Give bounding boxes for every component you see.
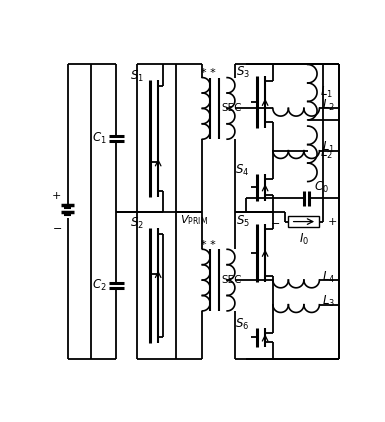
Text: $L_2$: $L_2$ bbox=[323, 98, 335, 113]
Text: $L_1$: $L_1$ bbox=[323, 140, 335, 155]
Text: $I_0$: $I_0$ bbox=[299, 233, 309, 247]
Text: $C_0$: $C_0$ bbox=[314, 180, 329, 195]
Text: $-$: $-$ bbox=[271, 216, 281, 227]
Text: * *: * * bbox=[201, 68, 216, 78]
Text: $S_6$: $S_6$ bbox=[235, 316, 249, 332]
Text: $L_1$: $L_1$ bbox=[320, 85, 333, 100]
Text: SEC: SEC bbox=[221, 275, 241, 285]
Text: $S_5$: $S_5$ bbox=[236, 214, 249, 229]
Text: $V_{\rm PRIM}$: $V_{\rm PRIM}$ bbox=[180, 213, 208, 227]
Bar bbox=[288, 216, 320, 227]
Text: $+$: $+$ bbox=[327, 216, 337, 227]
Text: $L_3$: $L_3$ bbox=[323, 294, 336, 309]
Text: $S_1$: $S_1$ bbox=[130, 68, 144, 84]
Text: $L_2$: $L_2$ bbox=[320, 146, 333, 161]
Text: $-$: $-$ bbox=[52, 222, 62, 232]
Text: $C_1$: $C_1$ bbox=[92, 131, 107, 146]
Text: SEC: SEC bbox=[221, 103, 241, 114]
Text: $S_4$: $S_4$ bbox=[235, 162, 249, 178]
Text: * *: * * bbox=[201, 240, 216, 250]
Text: +: + bbox=[52, 191, 61, 201]
Text: $C_2$: $C_2$ bbox=[92, 278, 107, 293]
Text: $S_2$: $S_2$ bbox=[131, 216, 144, 231]
Text: $L_4$: $L_4$ bbox=[323, 270, 336, 284]
Text: $S_3$: $S_3$ bbox=[236, 65, 249, 80]
